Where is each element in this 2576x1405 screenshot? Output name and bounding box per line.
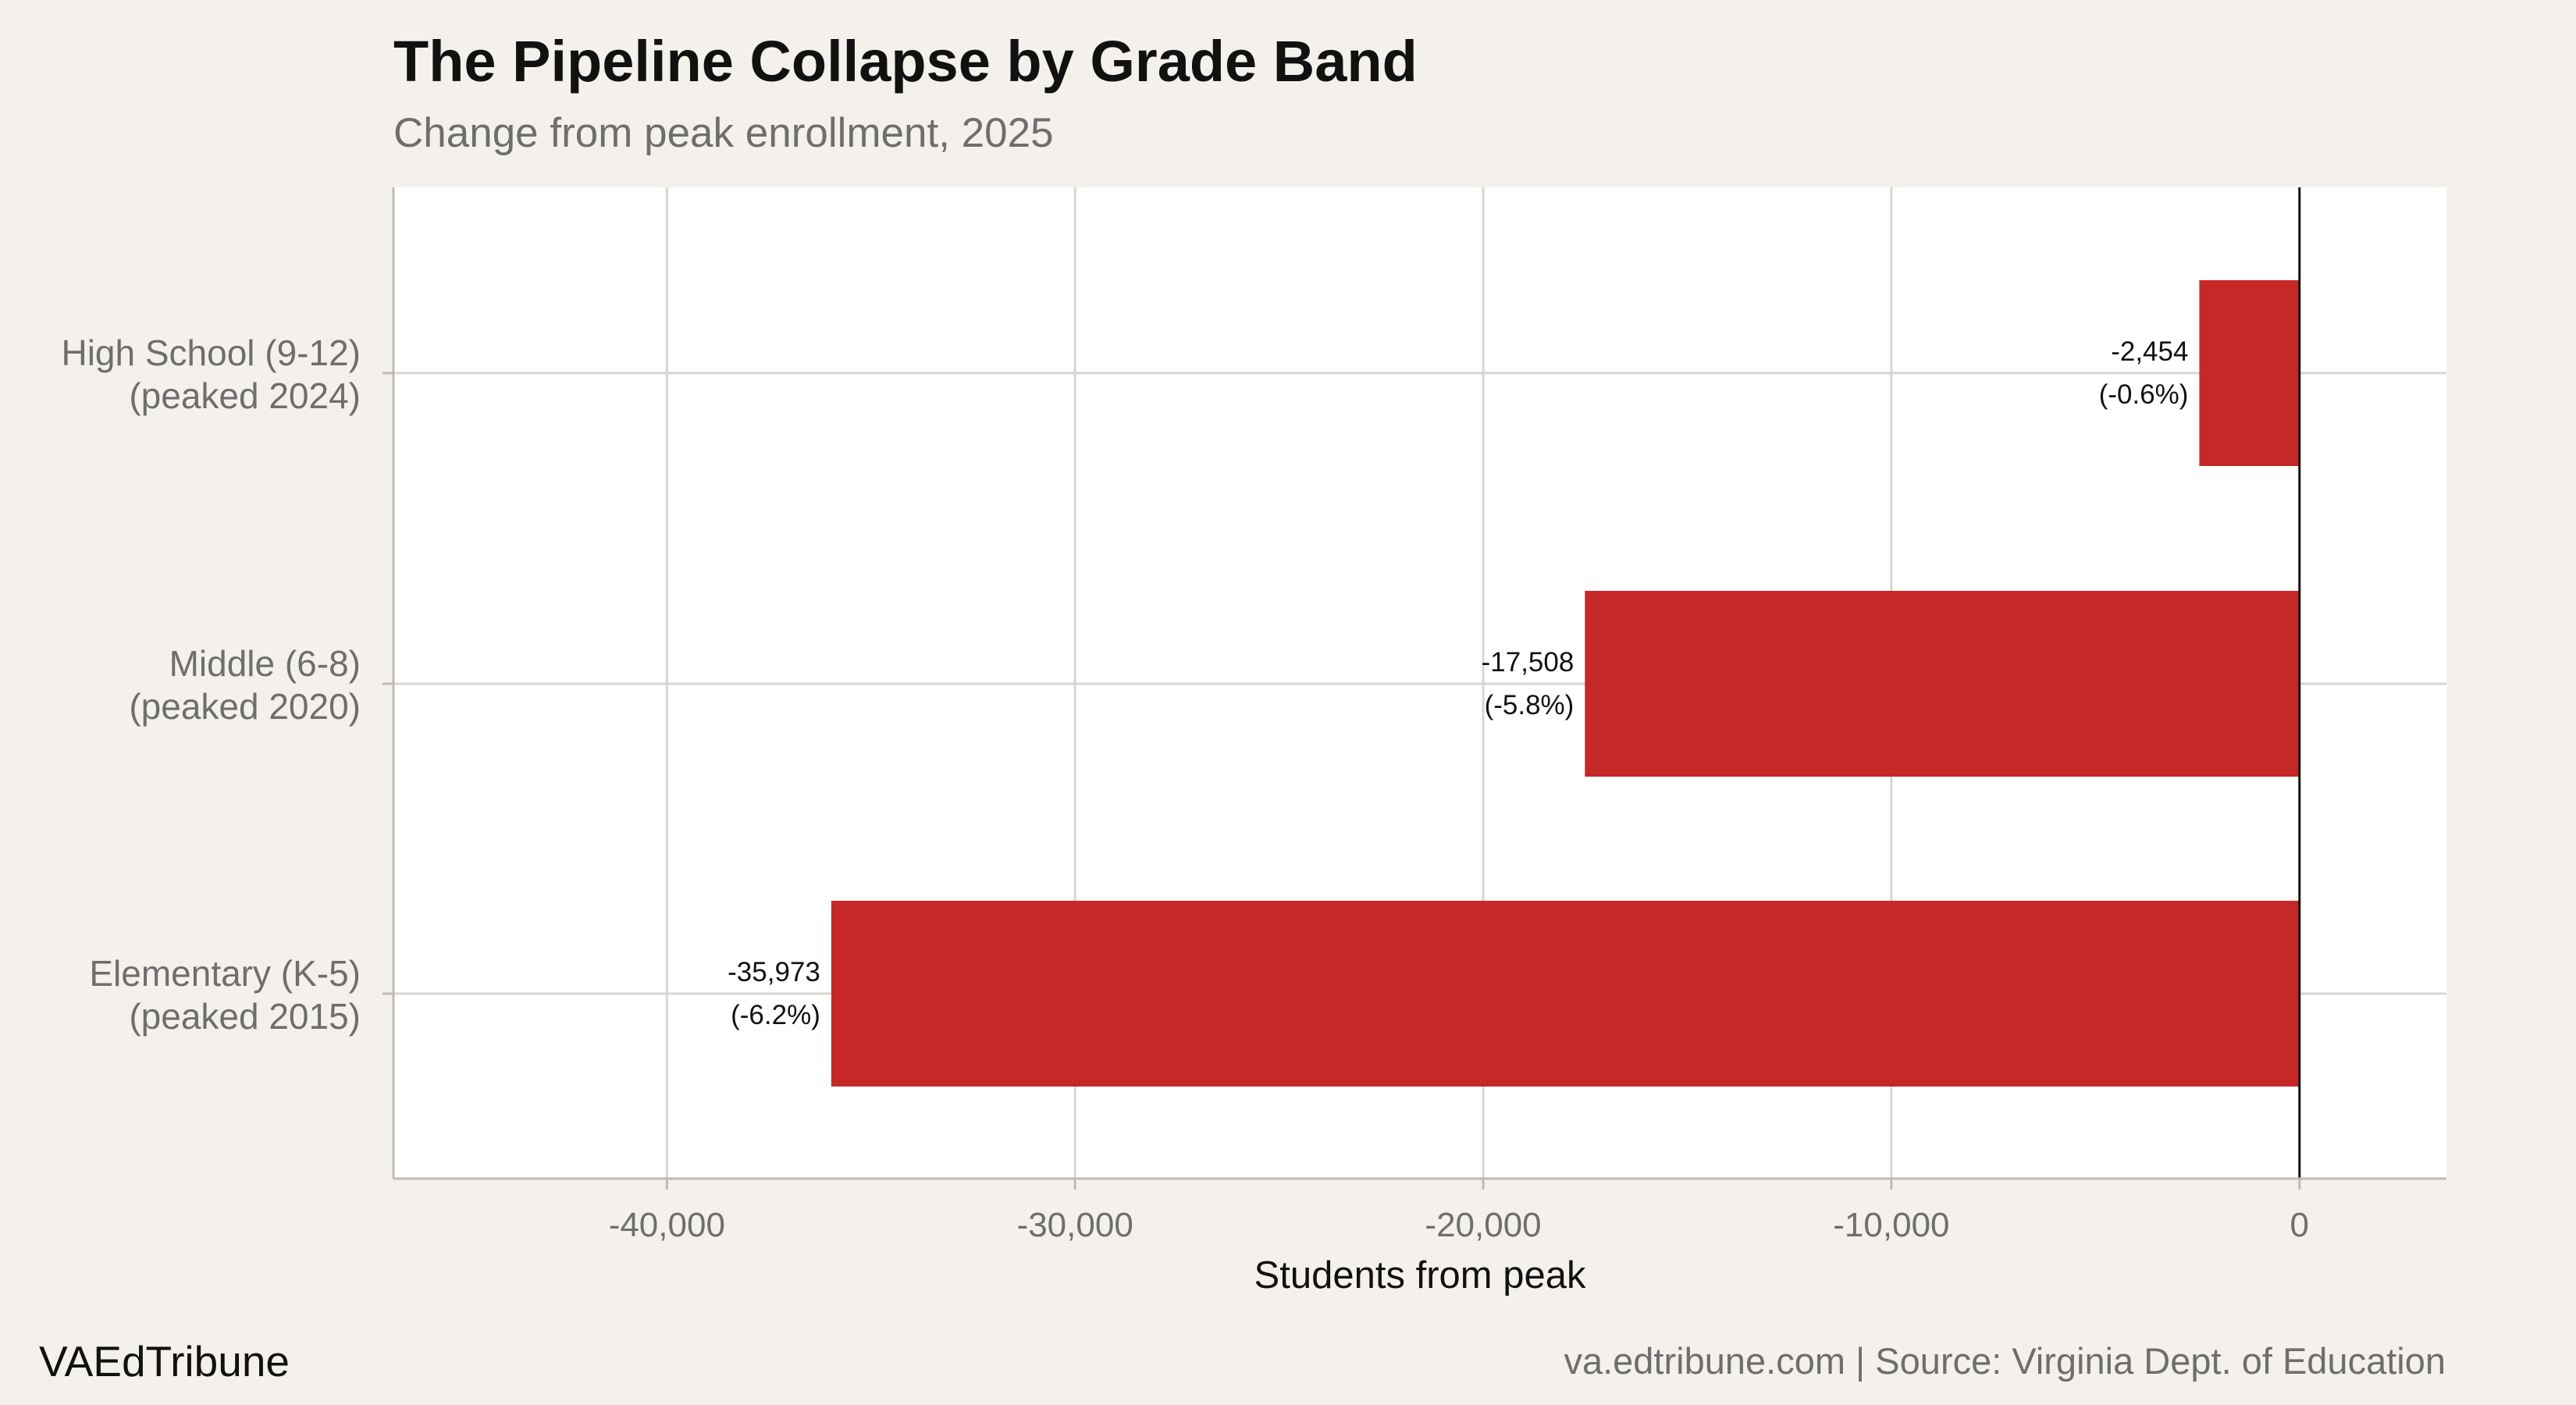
data-label: -17,508	[1482, 647, 1574, 678]
category-label: High School (9-12)	[61, 333, 361, 373]
brand-logo-text: VAEdTribune	[39, 1337, 290, 1385]
category-label: Elementary (K-5)	[89, 953, 361, 994]
x-tick-label: -40,000	[609, 1206, 725, 1244]
chart-subtitle: Change from peak enrollment, 2025	[393, 110, 1054, 156]
category-label: (peaked 2015)	[129, 996, 361, 1037]
category-label: Middle (6-8)	[169, 643, 361, 684]
chart-title: The Pipeline Collapse by Grade Band	[393, 29, 1418, 94]
x-tick-label: -20,000	[1425, 1206, 1541, 1244]
bars	[831, 280, 2300, 1087]
x-axis-title: Students from peak	[1254, 1254, 1586, 1297]
bar	[2199, 280, 2300, 466]
data-label: -35,973	[728, 957, 820, 987]
data-label: (-0.6%)	[2099, 379, 2189, 410]
bar	[1585, 591, 2300, 777]
x-tick-label: 0	[2290, 1206, 2309, 1244]
data-label: (-6.2%)	[731, 1000, 820, 1030]
bar	[831, 901, 2300, 1087]
data-label: -2,454	[2111, 336, 2188, 367]
source-credit: va.edtribune.com | Source: Virginia Dept…	[1564, 1340, 2446, 1382]
category-label: (peaked 2020)	[129, 686, 361, 727]
data-label: (-5.8%)	[1485, 690, 1574, 720]
x-tick-label: -10,000	[1833, 1206, 1949, 1244]
x-tick-label: -30,000	[1017, 1206, 1133, 1244]
labels: -2,454 (-0.6%) -17,508 (-5.8%) -35,973 (-6.2%…	[61, 333, 2309, 1244]
axes	[382, 187, 2446, 1190]
category-label: (peaked 2024)	[129, 375, 361, 416]
